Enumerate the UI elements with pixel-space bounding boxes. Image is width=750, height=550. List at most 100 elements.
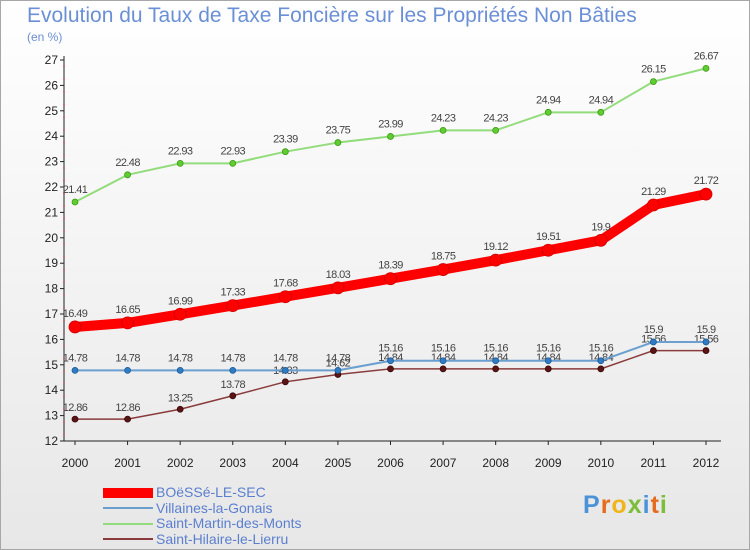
data-point <box>597 357 605 365</box>
data-label: 15.16 <box>589 343 614 355</box>
logo-letter: o <box>611 491 628 519</box>
data-label: 17.33 <box>220 287 245 299</box>
legend-swatch <box>103 538 153 541</box>
data-label: 17.68 <box>273 278 298 290</box>
data-point <box>334 366 342 374</box>
x-tick-label: 2005 <box>325 456 352 470</box>
series-2: 21.41 22.48 22.93 22.93 23.39 23.75 23.99 24.23… <box>63 50 719 206</box>
y-tick-label: 23 <box>45 155 59 169</box>
data-point <box>384 272 397 286</box>
data-label: 16.99 <box>168 295 193 307</box>
y-tick-label: 17 <box>45 307 59 321</box>
data-point <box>176 366 184 374</box>
legend-swatch <box>103 487 153 498</box>
data-point <box>699 187 713 201</box>
data-point <box>173 307 187 321</box>
data-label: 13.78 <box>220 379 245 391</box>
data-point <box>176 405 184 413</box>
y-tick-label: 22 <box>45 180 59 194</box>
x-tick-label: 2003 <box>219 456 246 470</box>
y-tick-label: 19 <box>45 256 59 270</box>
data-point <box>489 253 503 267</box>
y-axis-unit-label: (en %) <box>27 30 63 44</box>
data-label: 14.78 <box>63 352 88 364</box>
data-point <box>650 78 657 85</box>
data-point <box>281 148 289 156</box>
data-label: 22.93 <box>168 145 193 157</box>
x-tick-label: 2010 <box>587 456 614 470</box>
data-point <box>229 159 237 167</box>
legend-item: Saint-Hilaire-le-Lierru <box>103 531 302 548</box>
x-tick-label: 2002 <box>167 456 194 470</box>
data-point <box>229 392 237 400</box>
data-label: 15.16 <box>483 343 508 355</box>
data-label: 13.25 <box>168 392 193 404</box>
x-tick-label: 2008 <box>482 456 509 470</box>
x-tick-label: 2006 <box>377 456 404 470</box>
data-point <box>544 365 552 373</box>
x-tick-label: 2009 <box>535 456 562 470</box>
data-point <box>439 357 447 365</box>
data-label: 24.94 <box>589 94 614 106</box>
data-point <box>124 415 131 423</box>
data-label: 19.9 <box>591 221 610 233</box>
data-point <box>121 316 134 330</box>
data-label: 16.49 <box>63 308 88 320</box>
x-tick-label: 2011 <box>641 456 667 470</box>
logo-letter: i <box>659 491 668 519</box>
legend-item: Villaines-la-Gonais <box>103 499 302 517</box>
data-point <box>387 133 394 140</box>
data-point <box>278 290 292 304</box>
legend-label: Villaines-la-Gonais <box>156 499 273 516</box>
logo-letter: P <box>583 491 601 519</box>
legend-label: BOëSSé-LE-SEC <box>156 484 266 500</box>
y-tick-label: 21 <box>45 205 59 219</box>
y-tick-label: 16 <box>45 332 59 346</box>
x-tick-label: 2004 <box>272 456 299 470</box>
chart-legend: BOëSSé-LE-SEC Villaines-la-Gonais Saint-Ma… <box>103 484 302 548</box>
data-point <box>541 243 555 257</box>
data-point <box>439 126 447 134</box>
data-point <box>281 378 289 386</box>
y-tick-label: 14 <box>45 383 59 397</box>
data-label: 15.9 <box>644 324 663 336</box>
y-tick-label: 24 <box>45 129 59 143</box>
data-point <box>68 320 82 334</box>
data-label: 15.16 <box>536 343 561 355</box>
logo-letter: r <box>600 491 612 519</box>
data-label: 14.78 <box>326 352 351 364</box>
data-label: 24.94 <box>536 94 561 106</box>
data-label: 19.51 <box>536 231 561 243</box>
data-label: 22.93 <box>220 145 245 157</box>
data-point <box>124 366 131 374</box>
data-point <box>71 415 79 423</box>
y-tick-label: 25 <box>45 104 59 118</box>
data-point <box>124 171 131 179</box>
x-tick-label: 2000 <box>62 456 89 470</box>
legend-item: BOëSSé-LE-SEC <box>103 484 302 501</box>
legend-item: Saint-Martin-des-Monts <box>103 515 302 532</box>
data-label: 18.75 <box>431 251 456 263</box>
data-point <box>597 108 605 116</box>
data-label: 14.78 <box>168 352 193 364</box>
data-point <box>281 366 289 374</box>
legend-label: Saint-Martin-des-Monts <box>156 515 302 531</box>
x-tick-label: 2001 <box>114 456 141 470</box>
data-label: 21.72 <box>694 175 719 187</box>
data-label: 21.41 <box>63 184 88 196</box>
data-point <box>226 299 240 313</box>
data-point <box>492 365 500 373</box>
data-point <box>702 64 710 72</box>
data-label: 18.39 <box>378 260 403 272</box>
data-point <box>436 263 450 276</box>
data-point <box>387 365 394 373</box>
series-0: 16.49 16.65 16.99 17.33 17.68 18.03 18.39 18.75… <box>63 175 719 334</box>
data-label: 23.75 <box>326 125 351 137</box>
data-point <box>229 366 237 374</box>
proxiti-logo: Proxiti <box>583 491 668 520</box>
data-label: 26.15 <box>641 64 666 76</box>
data-label: 12.86 <box>115 402 140 414</box>
y-tick-label: 15 <box>45 358 59 372</box>
logo-letter: t <box>650 491 660 519</box>
